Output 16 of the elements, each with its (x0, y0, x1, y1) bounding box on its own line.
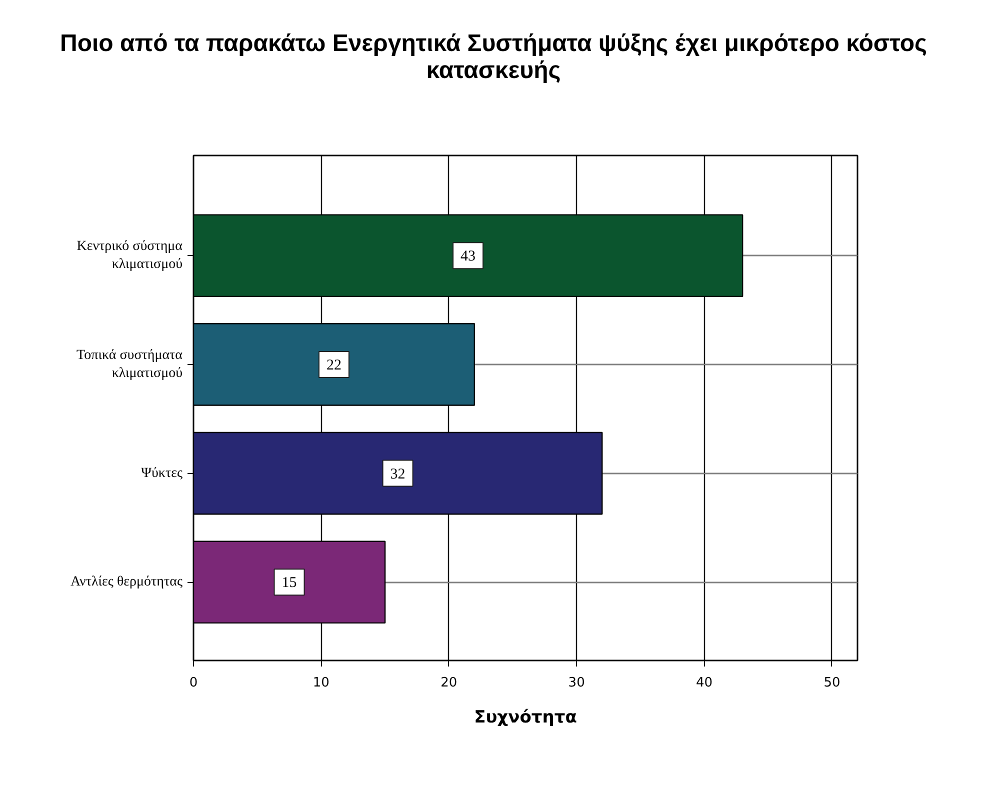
y-tick-label: Κεντρικό σύστημα κλιματισμού (76, 239, 184, 272)
data-label: 43 (460, 248, 476, 265)
x-tick-label: 10 (312, 676, 330, 690)
x-tick-label: 40 (696, 676, 713, 690)
x-tick-label: 50 (824, 676, 840, 690)
chart-title: Ποιο από τα παρακάτω Ενεργητικά Συστήματα ψύξης έχει μικρότερο κόστος κατασκευής (59, 30, 928, 84)
x-tick-label: 0 (189, 676, 198, 690)
y-tick-label: Τοπικά συστήματα κλιματισμού (76, 348, 184, 381)
y-tick-label: Αντλίες θερμότητας (70, 574, 183, 590)
data-label: 15 (282, 575, 297, 592)
data-label: 22 (326, 357, 342, 374)
x-axis-title: Συχνότητα (474, 708, 577, 728)
data-label: 32 (390, 466, 406, 482)
y-tick-label: Ψύκτες (141, 466, 183, 481)
x-tick-label: 30 (568, 676, 585, 690)
x-tick-label: 20 (440, 676, 458, 690)
